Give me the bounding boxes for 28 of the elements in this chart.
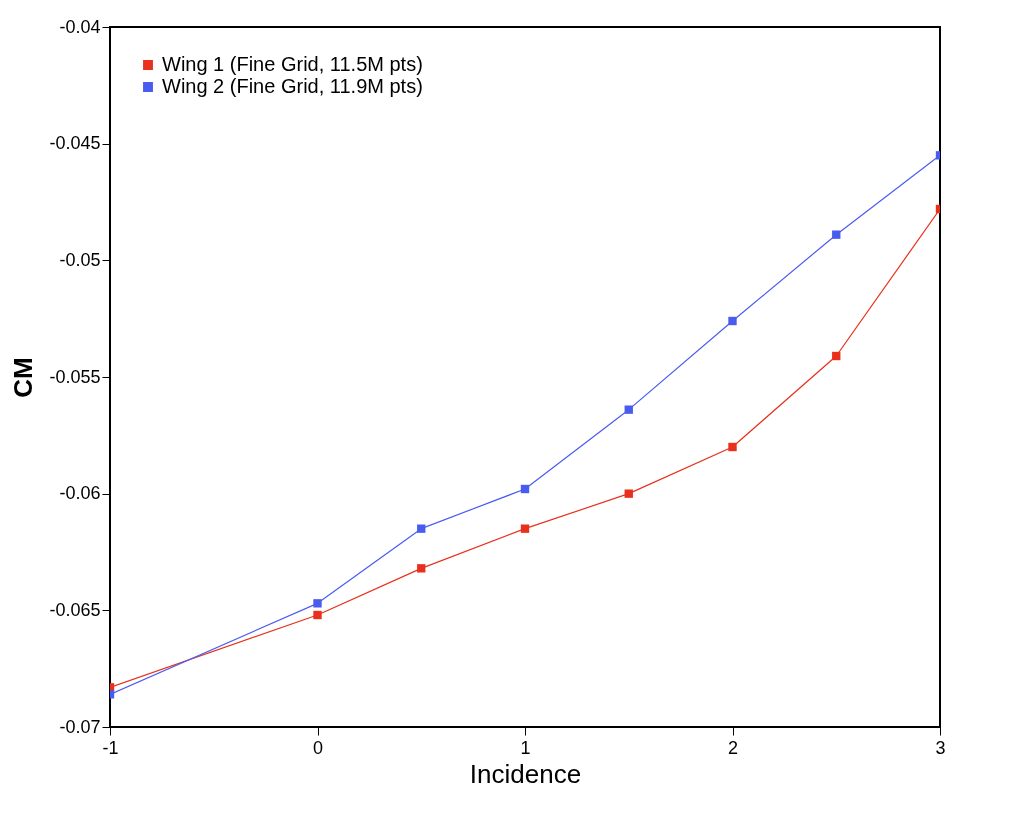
y-tick-label: -0.065 (49, 599, 101, 620)
y-tick-label: -0.045 (49, 133, 101, 154)
point (417, 564, 426, 573)
point (728, 442, 737, 452)
point (728, 316, 737, 326)
y-tick-label: -0.055 (49, 366, 101, 387)
x-tick-label: -1 (102, 737, 119, 758)
x-tick-label: 2 (727, 737, 739, 758)
legend-label: Wing 2 (Fine Grid, 11.9M pts) (162, 75, 423, 97)
legend-label: Wing 1 (Fine Grid, 11.5M pts) (162, 53, 423, 75)
x-tick-label: 0 (312, 737, 324, 758)
y-tick-label: -0.07 (59, 716, 101, 737)
point (624, 405, 633, 414)
x-tick-label: 3 (935, 737, 946, 758)
x-axis-title: Incidence (469, 758, 582, 789)
y-axis-title: CM (8, 357, 39, 398)
point (624, 489, 633, 498)
y-tick-label: -0.04 (59, 16, 101, 37)
y-tick-label: -0.06 (59, 483, 101, 504)
x-tick-label: 1 (520, 737, 531, 758)
y-tick-label: -0.05 (59, 249, 101, 270)
point (520, 524, 530, 533)
point (520, 484, 530, 494)
point (313, 599, 322, 608)
point (832, 351, 841, 361)
point (417, 524, 426, 533)
point (313, 610, 322, 620)
point (832, 230, 841, 239)
